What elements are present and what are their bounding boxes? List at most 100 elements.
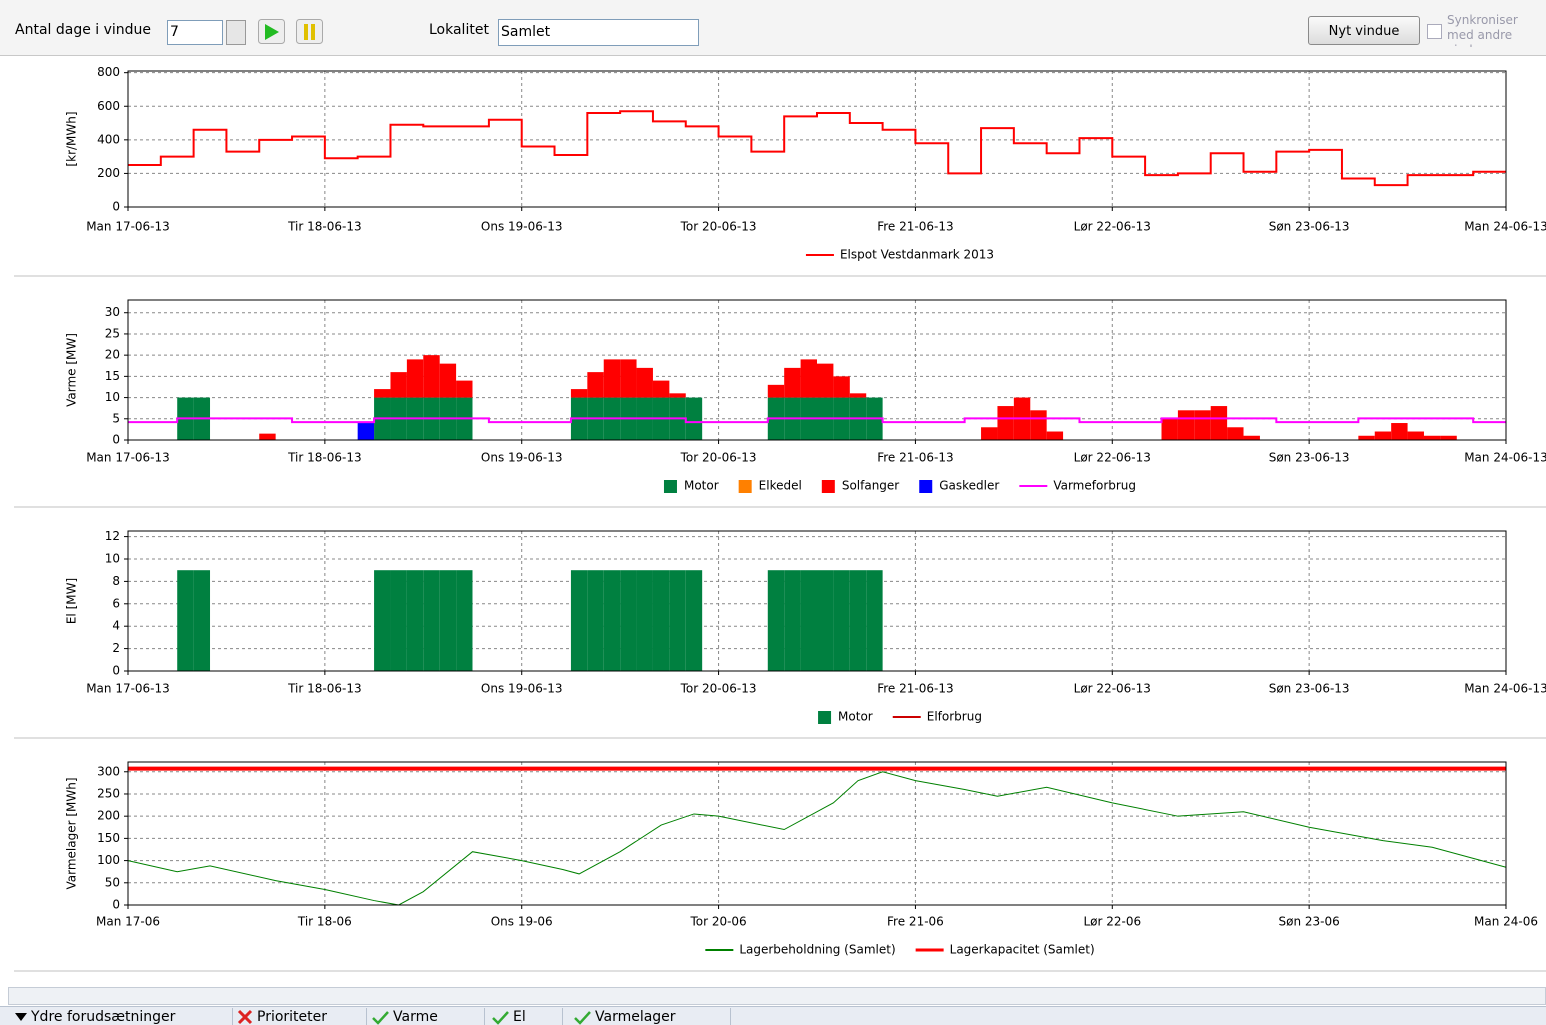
y-tick-label: 10 [105,390,120,404]
bar [833,570,850,671]
tab-label: El [513,1008,526,1025]
bar [587,372,604,398]
legend-label: Elkedel [759,479,802,493]
bar [767,570,785,671]
new-window-button[interactable]: Nyt vindue [1308,16,1420,45]
plot-area [128,71,1506,207]
y-tick-label: 5 [112,411,120,425]
tab[interactable]: Varmelager [572,1008,731,1025]
line [127,771,1507,906]
tab[interactable]: Varme [370,1008,485,1025]
bar [439,570,457,671]
bar [620,359,637,398]
x-tick-label: Ons 19-06 [491,915,553,929]
days-spinner[interactable] [226,20,246,45]
y-tick-label: 15 [105,369,120,383]
x-tick-label: Ons 19-06-13 [481,220,563,234]
tab-icon [372,1010,389,1025]
y-axis-label: El [MW] [65,578,79,624]
x-tick-label: Tor 20-06 [689,915,746,929]
days-label: Antal dage i vindue [15,22,152,38]
bar [669,393,686,398]
y-tick-label: 150 [97,831,120,845]
bar [1210,406,1228,440]
x-tick-label: Man 24-06-13 [1464,682,1546,696]
bar [1227,427,1244,440]
bar [193,570,211,671]
x-tick-label: Søn 23-06 [1279,915,1340,929]
bar [981,427,998,440]
x-tick-label: Tir 18-06-13 [287,451,362,465]
bar [587,570,604,671]
y-tick-label: 0 [112,664,120,678]
legend-label: Elspot Vestdanmark 2013 [840,248,994,262]
y-tick-label: 20 [105,348,120,362]
y-axis-label: Varme [MW] [65,333,79,407]
sync-checkbox[interactable] [1427,24,1442,39]
tab[interactable]: Prioriteter [236,1008,367,1025]
x-tick-label: Ons 19-06-13 [481,451,563,465]
y-tick-label: 0 [112,200,120,214]
y-tick-label: 0 [112,433,120,447]
bar [767,384,785,398]
y-tick-label: 200 [97,166,120,180]
x-tick-label: Tor 20-06-13 [680,682,757,696]
pause-button[interactable] [296,19,324,45]
bar [784,570,801,671]
bar [849,570,867,671]
y-tick-label: 30 [105,305,120,319]
x-tick-label: Tor 20-06-13 [680,220,757,234]
bar [685,570,703,671]
legend-swatch [738,480,752,493]
bar [1407,431,1424,440]
legend-label: Solfanger [842,479,899,493]
x-tick-label: Fre 21-06 [887,915,944,929]
x-tick-label: Man 17-06-13 [86,451,170,465]
bar [1030,410,1047,440]
bar [456,570,473,671]
x-tick-label: Fre 21-06-13 [877,220,953,234]
bar [1243,435,1260,440]
legend-swatch [818,711,832,724]
legend: Motor Elkedel Solfanger Gaskedler Varmeforbr… [663,479,1136,493]
x-tick-label: Lør 22-06-13 [1074,220,1151,234]
tab[interactable]: El [490,1008,563,1025]
y-tick-label: 12 [105,529,120,543]
plot-frame [127,761,1507,906]
bar [636,367,653,398]
bar [1177,410,1195,440]
bar [866,570,883,671]
x-tick-label: Man 17-06-13 [86,220,170,234]
bar [390,570,407,671]
location-label: Lokalitet [429,22,489,38]
bar [1374,431,1392,440]
location-select[interactable]: Samlet [498,19,699,46]
x-tick-label: Tir 18-06 [297,915,352,929]
legend: Lagerbeholdning (Samlet) Lagerkapacitet (… [705,943,1095,957]
bar [652,570,670,671]
bar [406,359,424,398]
y-tick-label: 6 [112,596,120,610]
x-tick-label: Tir 18-06-13 [287,220,362,234]
x-tick-label: Lør 22-06-13 [1074,682,1151,696]
bar [849,393,867,398]
x-tick-label: Tir 18-06-13 [287,682,362,696]
legend-label: Gaskedler [939,479,999,493]
days-input[interactable]: 7 [167,20,223,45]
x-tick-label: Søn 23-06-13 [1269,220,1350,234]
horizontal-scrollbar[interactable] [8,987,1546,1005]
tab[interactable]: Ydre forudsætninger [14,1008,233,1025]
x-tick-label: Lør 22-06-13 [1074,451,1151,465]
legend-swatch [663,480,677,493]
bar [1440,435,1457,440]
bar [997,406,1014,440]
y-axis-label: [kr/MWh] [65,111,79,166]
bar [406,570,424,671]
bar [374,570,391,671]
x-tick-label: Tor 20-06-13 [680,451,757,465]
play-button[interactable] [258,19,286,45]
bar [800,570,817,671]
x-tick-label: Søn 23-06-13 [1269,451,1350,465]
bar [620,570,637,671]
bar [390,372,407,398]
